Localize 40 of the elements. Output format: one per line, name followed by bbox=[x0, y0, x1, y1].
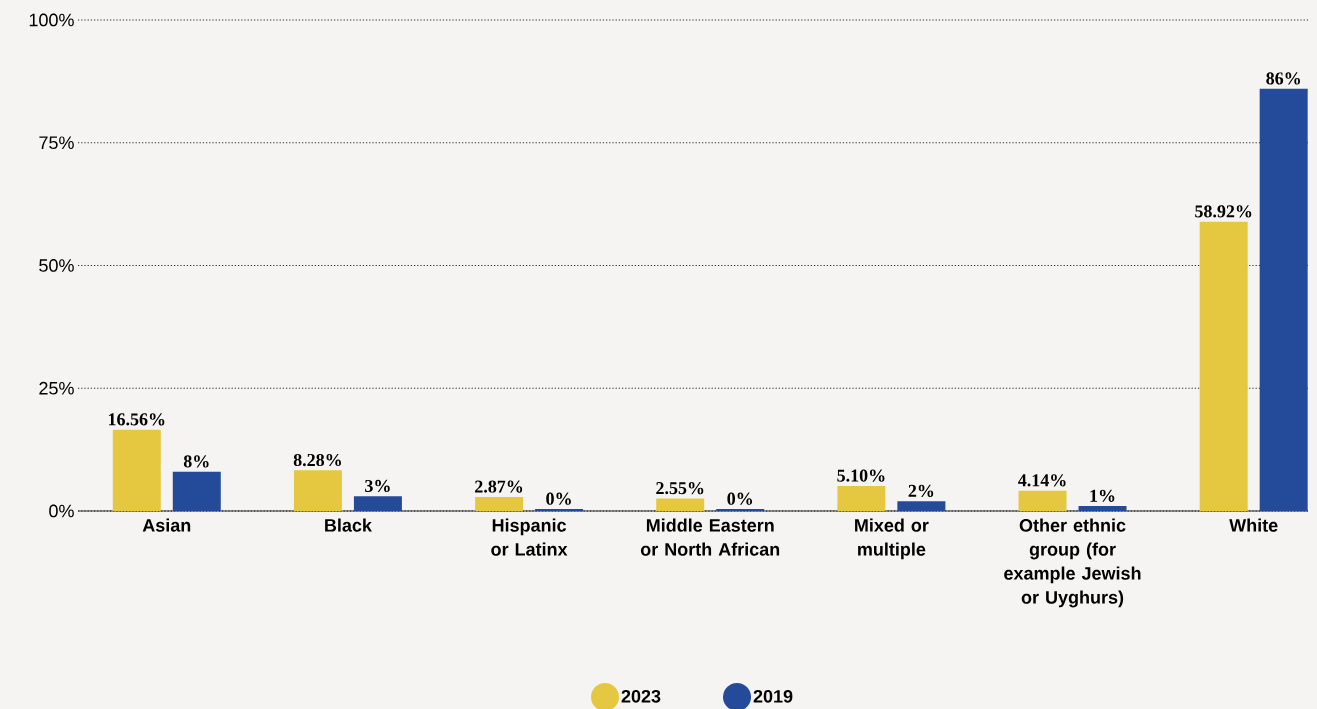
x-tick-label: Other ethnic group (for example Jewish or Uyghurs) bbox=[1004, 518, 1141, 608]
bar bbox=[1259, 88, 1308, 511]
y-tick-label: 50% bbox=[39, 259, 74, 272]
bar bbox=[475, 496, 524, 511]
bar bbox=[293, 470, 342, 511]
bar bbox=[1199, 221, 1248, 511]
data-label: 86% bbox=[1266, 72, 1300, 85]
x-tick-label: Hispanic or Latinx bbox=[491, 518, 568, 556]
legend-label: 2023 bbox=[621, 689, 661, 703]
bar bbox=[1078, 506, 1127, 511]
x-tick-label: Mixed or multiple bbox=[855, 518, 929, 560]
bar bbox=[353, 496, 402, 511]
bar bbox=[837, 485, 886, 511]
legend-label: 2019 bbox=[753, 689, 793, 703]
bar bbox=[656, 498, 705, 511]
bar bbox=[112, 429, 161, 511]
data-label: 0% bbox=[727, 492, 753, 505]
x-tick-label: Asian bbox=[142, 518, 191, 532]
data-label: 2% bbox=[908, 484, 934, 497]
bar bbox=[172, 471, 221, 511]
data-label: 4.14% bbox=[1018, 474, 1066, 487]
data-label: 5.10% bbox=[837, 469, 885, 482]
y-tick-label: 100% bbox=[29, 13, 74, 27]
data-label: 8.28% bbox=[293, 453, 341, 467]
data-label: 3% bbox=[365, 479, 390, 493]
data-label: 2.55% bbox=[656, 482, 704, 495]
data-label: 58.92% bbox=[1195, 205, 1252, 218]
data-label: 8% bbox=[183, 455, 209, 468]
y-tick-label: 25% bbox=[39, 381, 74, 395]
data-label: 1% bbox=[1090, 489, 1115, 502]
y-tick-label: 0% bbox=[49, 504, 74, 518]
x-tick-label: White bbox=[1229, 518, 1278, 532]
bar bbox=[1018, 490, 1067, 511]
y-tick-label: 75% bbox=[39, 136, 74, 150]
x-tick-label: Middle Eastern or North African bbox=[640, 518, 780, 556]
data-label: 2.87% bbox=[475, 480, 523, 493]
data-label: 16.56% bbox=[108, 413, 165, 426]
data-label: 0% bbox=[546, 492, 571, 505]
x-tick-label: Black bbox=[325, 518, 372, 532]
bar bbox=[897, 501, 946, 511]
